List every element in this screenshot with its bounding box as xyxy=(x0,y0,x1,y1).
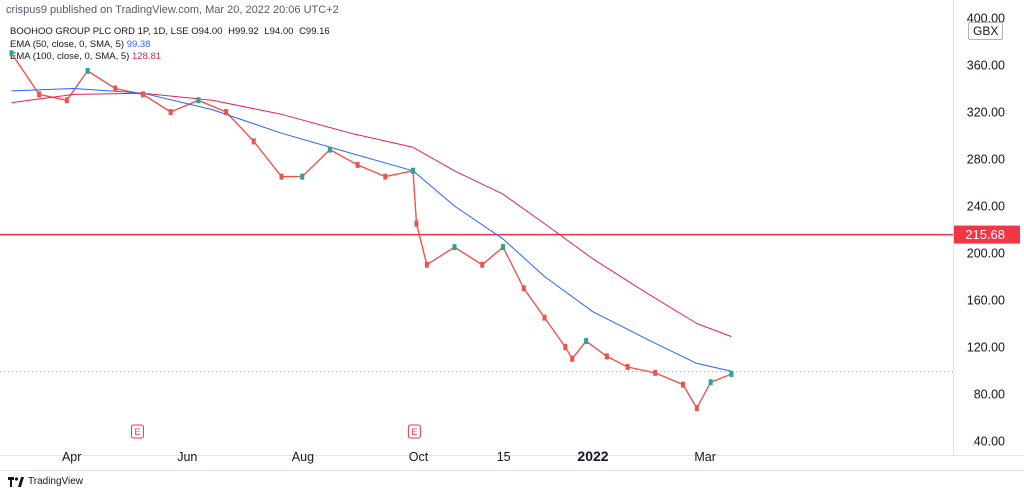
price-point xyxy=(452,244,457,251)
y-tick-label: 280.00 xyxy=(967,153,1005,167)
earnings-marker-label: E xyxy=(134,427,140,437)
x-tick-label: Mar xyxy=(694,450,716,464)
y-tick-label: 160.00 xyxy=(967,294,1005,308)
ohlc-high: H99.92 xyxy=(228,26,259,37)
price-point xyxy=(37,91,42,98)
price-point xyxy=(570,355,575,362)
price-point xyxy=(653,369,658,376)
x-tick-label: Oct xyxy=(409,450,429,464)
earnings-marker[interactable]: E xyxy=(130,424,144,439)
earnings-marker-label: E xyxy=(411,427,417,437)
y-tick-label: 240.00 xyxy=(967,200,1005,214)
currency-badge[interactable]: GBX xyxy=(968,22,1004,40)
price-point xyxy=(9,50,14,57)
ema50-value: 99.38 xyxy=(126,38,151,50)
ema100-line xyxy=(11,92,732,338)
chart-axes xyxy=(0,0,1024,471)
y-tick-label: 320.00 xyxy=(967,106,1005,120)
legend-ema50-row[interactable]: EMA (50, close, 0, SMA, 5) 99.38 xyxy=(10,39,333,52)
earnings-marker-box xyxy=(407,424,421,439)
price-point xyxy=(196,97,201,104)
ohlc-low: L94.00 xyxy=(264,26,294,37)
ohlc-close: C99.16 xyxy=(299,26,330,37)
x-tick-label: Aug xyxy=(292,450,314,464)
ema50-line xyxy=(11,88,732,372)
price-point xyxy=(113,85,118,92)
y-tick-label: 80.00 xyxy=(974,388,1005,402)
price-point xyxy=(224,109,229,115)
price-point xyxy=(64,97,69,104)
chart-legend: BOOHOO GROUP PLC ORD 1P, 1D, LSE O94.00 … xyxy=(10,26,333,64)
price-point xyxy=(279,173,284,180)
price-point xyxy=(411,167,415,174)
y-tick-label: 360.00 xyxy=(967,59,1005,73)
price-point xyxy=(414,220,419,227)
price-point xyxy=(542,314,547,321)
price-point xyxy=(563,344,568,350)
tradingview-logo: TradingView xyxy=(8,476,83,487)
price-point xyxy=(501,244,505,251)
axis-labels: 40.00 80.00 120.00 160.00 200.00 240.00 280.00… xyxy=(62,12,1020,464)
price-point xyxy=(251,138,256,145)
series-layer xyxy=(0,50,953,412)
price-point xyxy=(141,91,145,98)
y-tick-label: 120.00 xyxy=(967,341,1005,355)
symbol-info: BOOHOO GROUP PLC ORD 1P, 1D, LSE xyxy=(10,26,189,37)
publisher-attribution: crispus9 published on TradingView.com, M… xyxy=(6,4,339,16)
price-point xyxy=(355,161,360,168)
x-tick-label: 2022 xyxy=(577,448,608,464)
legend-ema100-row[interactable]: EMA (100, close, 0, SMA, 5) 128.81 xyxy=(10,51,333,64)
price-point xyxy=(383,173,388,180)
level-price-label: 215.68 xyxy=(965,227,1005,242)
y-tick-label: 40.00 xyxy=(974,435,1005,449)
price-point xyxy=(729,371,734,378)
level-price-tag xyxy=(954,225,1020,244)
ema100-label: EMA (100, close, 0, SMA, 5) xyxy=(10,51,130,62)
tradingview-logo-icon xyxy=(8,476,24,487)
ema100-value: 128.81 xyxy=(131,51,162,62)
ema50-label: EMA (50, close, 0, SMA, 5) xyxy=(10,38,125,50)
price-point xyxy=(424,261,429,268)
price-line xyxy=(10,52,732,409)
price-point xyxy=(604,353,609,360)
earnings-marker-box xyxy=(130,424,144,439)
price-point xyxy=(327,146,332,153)
x-tick-label: Apr xyxy=(62,450,81,464)
price-point xyxy=(708,379,713,386)
price-point xyxy=(521,285,526,292)
y-tick-label: 200.00 xyxy=(967,247,1005,261)
price-point xyxy=(85,67,90,74)
tradingview-logo-text: TradingView xyxy=(28,476,84,487)
price-point xyxy=(625,363,630,370)
legend-symbol-row: BOOHOO GROUP PLC ORD 1P, 1D, LSE O94.00 … xyxy=(10,26,333,39)
price-point xyxy=(584,338,589,345)
price-point xyxy=(681,381,685,388)
price-point xyxy=(480,261,485,268)
price-point xyxy=(694,405,699,412)
x-tick-label: Jun xyxy=(177,450,197,464)
x-tick-label: 15 xyxy=(497,450,511,464)
price-point xyxy=(300,173,305,180)
earnings-marker[interactable]: E xyxy=(407,424,421,439)
price-point xyxy=(168,109,173,115)
ohlc-open: O94.00 xyxy=(191,26,223,37)
